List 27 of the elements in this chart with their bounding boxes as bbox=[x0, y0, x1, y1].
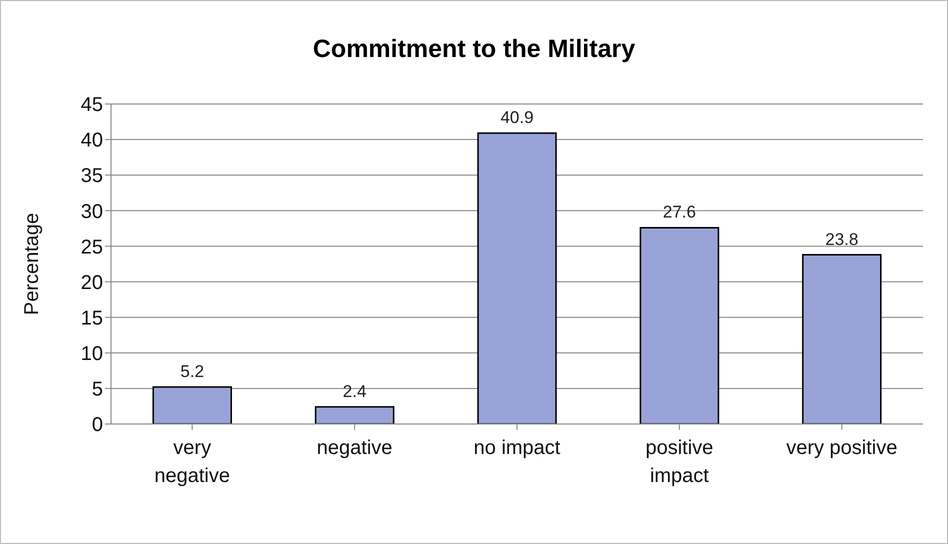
y-tick-label: 25 bbox=[80, 236, 103, 258]
x-tick-label: negative bbox=[316, 437, 392, 459]
y-tick-label: 10 bbox=[80, 342, 103, 365]
data-label: 27.6 bbox=[662, 202, 696, 222]
data-label: 40.9 bbox=[500, 108, 534, 128]
y-tick-label: 30 bbox=[80, 200, 103, 223]
bar bbox=[802, 254, 882, 424]
bar bbox=[152, 386, 232, 424]
y-tick-label: 35 bbox=[80, 165, 103, 188]
x-tick-label: very negative bbox=[154, 437, 230, 487]
y-axis-title: Percentage bbox=[21, 212, 44, 316]
bar bbox=[477, 132, 557, 424]
y-tick-label: 45 bbox=[80, 94, 103, 116]
y-tick-label: 0 bbox=[92, 414, 103, 436]
bar bbox=[314, 406, 394, 424]
y-tick-label: 15 bbox=[80, 307, 103, 330]
x-tick-label: very positive bbox=[786, 437, 898, 459]
data-label: 2.4 bbox=[342, 382, 366, 401]
bar bbox=[640, 226, 720, 424]
y-tick-label: 40 bbox=[80, 130, 103, 152]
y-tick-label: 20 bbox=[80, 272, 103, 294]
x-tick-label: positive impact bbox=[645, 437, 714, 487]
data-label: 5.2 bbox=[180, 362, 204, 382]
data-label: 23.8 bbox=[825, 230, 858, 249]
y-tick-label: 5 bbox=[92, 378, 103, 401]
x-tick-label: no impact bbox=[474, 437, 561, 459]
chart-title: Commitment to the Military bbox=[312, 35, 636, 64]
